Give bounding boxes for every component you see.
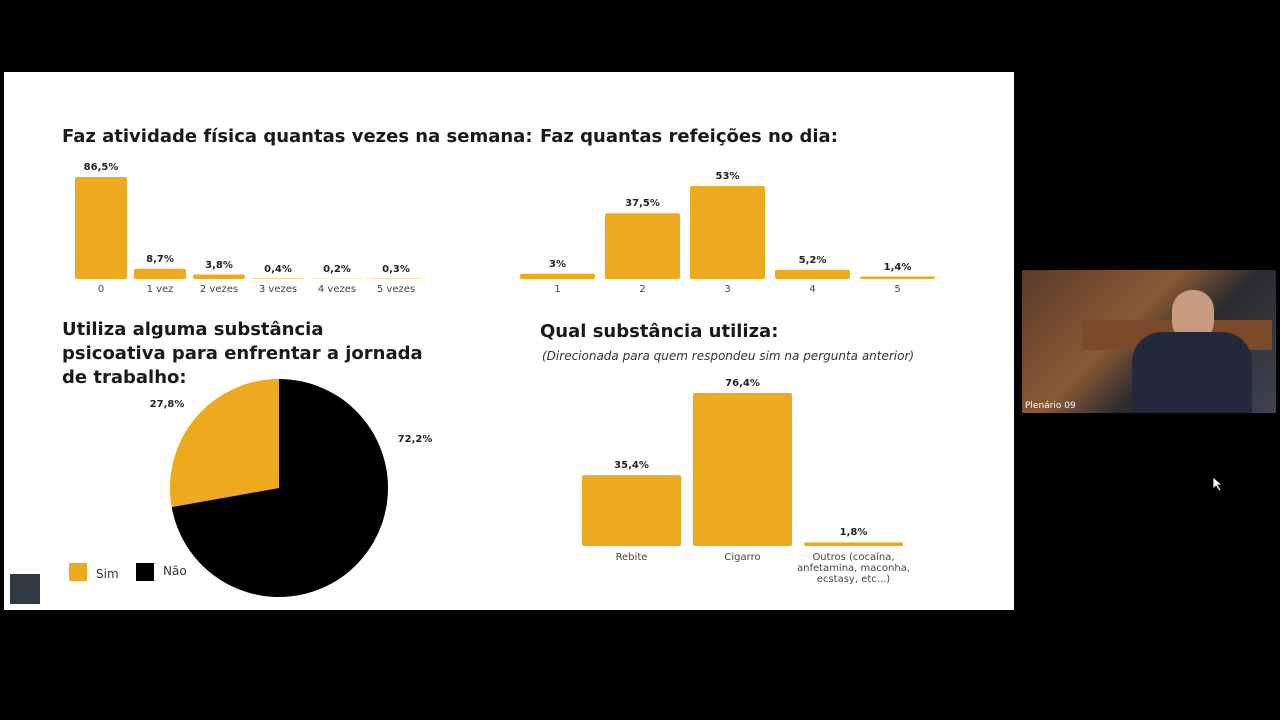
chart-subtitle: (Direcionada para quem respondeu sim na … <box>542 349 915 363</box>
legend-label: Não <box>163 564 187 578</box>
value-label: 0,2% <box>323 263 351 275</box>
pie-slice <box>170 379 279 508</box>
value-label: 1,8% <box>839 527 868 539</box>
bar <box>582 475 681 546</box>
chart-title: Qual substância utiliza: <box>540 321 779 342</box>
chart-title: Faz quantas refeições no dia: <box>540 126 838 147</box>
category-label: 3 vezes <box>258 284 298 295</box>
bar <box>605 213 680 279</box>
value-label: 27,8% <box>149 399 185 410</box>
category-label: 1 <box>554 284 561 295</box>
value-label: 37,5% <box>625 198 660 210</box>
person-body <box>1132 332 1252 413</box>
app-icon[interactable] <box>10 574 40 604</box>
value-label: 1,4% <box>883 261 912 273</box>
category-label: 3 <box>724 284 731 295</box>
bar <box>193 274 245 279</box>
value-label: 53% <box>715 171 740 182</box>
bar <box>804 542 903 546</box>
category-label: 2 <box>639 284 646 295</box>
category-label: Cigarro <box>724 552 761 563</box>
video-label: Plenário 09 <box>1025 401 1076 411</box>
category-label: 0 <box>97 284 105 295</box>
value-label: 35,4% <box>614 460 649 472</box>
bar <box>860 276 935 279</box>
value-label: 76,4% <box>725 378 760 389</box>
slide <box>4 72 1014 610</box>
bar <box>134 268 186 279</box>
chart-title: Utiliza alguma substância psicoativa par… <box>62 319 423 388</box>
pie-slice <box>171 379 388 597</box>
value-label: 3% <box>549 258 566 270</box>
category-label: 1 vez <box>146 284 174 295</box>
category-label: Rebite <box>615 552 648 563</box>
legend-label: Sim <box>96 567 119 581</box>
bar <box>693 393 792 546</box>
legend-swatch <box>69 563 87 581</box>
bar <box>690 186 765 279</box>
bar <box>775 269 850 279</box>
value-label: 72,2% <box>397 434 433 445</box>
mouse-cursor <box>1212 476 1224 492</box>
value-label: 5,2% <box>798 254 827 266</box>
value-label: 3,8% <box>205 259 233 271</box>
category-label: 2 vezes <box>199 284 239 295</box>
legend-swatch <box>136 563 154 581</box>
bar <box>520 273 595 279</box>
value-label: 8,7% <box>146 253 174 265</box>
bar <box>75 177 127 279</box>
category-label: 4 <box>809 284 816 295</box>
video-feed: Plenário 09 <box>1022 270 1276 413</box>
category-label: 5 <box>894 284 901 295</box>
value-label: 0,3% <box>382 263 410 275</box>
category-label: 5 vezes <box>376 284 416 295</box>
value-label: 0,4% <box>264 263 292 275</box>
category-label: 4 vezes <box>317 284 357 295</box>
chart-title: Faz atividade física quantas vezes na se… <box>62 126 533 147</box>
category-label: Outros (cocaína, anfetamina, maconha, ec… <box>797 552 910 585</box>
value-label: 86,5% <box>83 162 119 173</box>
